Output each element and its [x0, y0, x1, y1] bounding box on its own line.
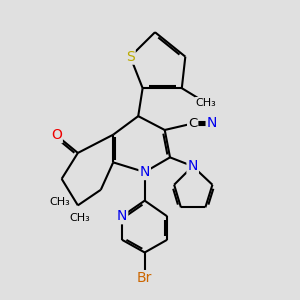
Text: CH₃: CH₃	[69, 213, 90, 223]
Text: N: N	[207, 116, 217, 130]
Text: N: N	[188, 159, 198, 173]
Text: C: C	[188, 117, 197, 130]
Text: CH₃: CH₃	[49, 197, 70, 207]
Text: Br: Br	[137, 271, 152, 285]
Text: N: N	[117, 209, 127, 223]
Text: S: S	[126, 50, 135, 64]
Text: O: O	[51, 128, 62, 142]
Text: CH₃: CH₃	[196, 98, 216, 108]
Text: N: N	[140, 165, 150, 179]
